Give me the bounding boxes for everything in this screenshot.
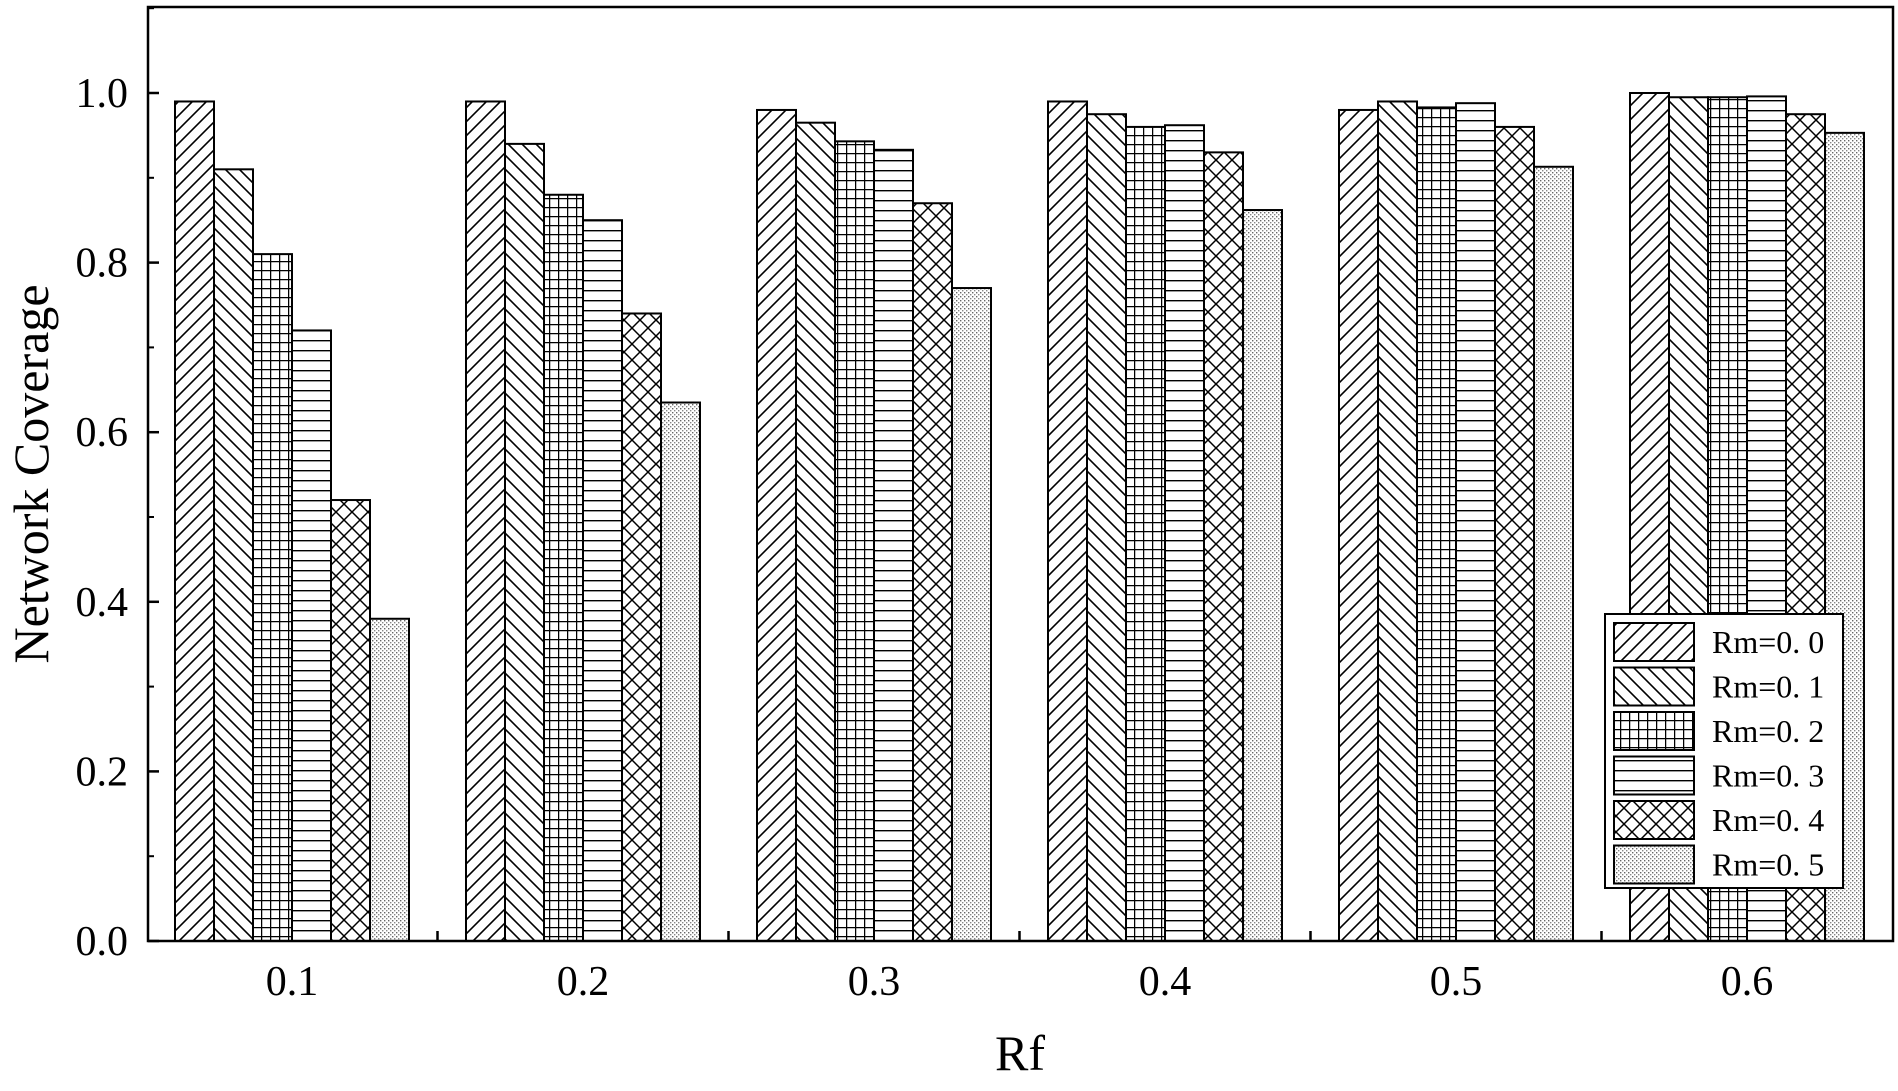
- bar-rf-0_3-series-2: [834, 140, 875, 942]
- bar-rf-0_4-series-1: [1086, 113, 1127, 942]
- legend-label: Rm=0. 0: [1712, 624, 1824, 660]
- legend-swatch: [1613, 844, 1695, 885]
- bar-rf-0_5-series-4: [1494, 125, 1535, 943]
- x-tick-label: 0.3: [848, 959, 901, 1005]
- bar-rf-0_3-series-5: [951, 287, 992, 943]
- bar-rf-0_2-series-2: [543, 193, 584, 942]
- bar-rf-0_2-series-0: [465, 100, 506, 943]
- y-tick-label: 0.4: [76, 580, 129, 626]
- bar-rf-0_2-series-4: [621, 312, 662, 943]
- bar-rf-0_3-series-4: [912, 202, 953, 943]
- legend-entries: Rm=0. 0 Rm=0. 1 Rm=0. 2 Rm=0. 3 Rm=0. 4 Rm=0.…: [1613, 622, 1824, 885]
- legend-label: Rm=0. 4: [1712, 802, 1824, 838]
- legend-label: Rm=0. 1: [1712, 669, 1824, 705]
- bar-rf-0_5-series-0: [1338, 108, 1379, 942]
- bar-rf-0_3-series-1: [795, 121, 836, 943]
- bar-rf-0_4-series-3: [1164, 124, 1205, 942]
- legend-label: Rm=0. 3: [1712, 758, 1824, 794]
- bar-rf-0_3-series-3: [873, 148, 914, 943]
- axes-layer: 0.0 0.2 0.4 0.6 0.8 1.0 0.1 0.2 0.3 0.4 0.5 0.6: [76, 7, 1774, 1005]
- x-tick-label: 0.1: [266, 959, 319, 1005]
- bar-rf-0_1-series-1: [213, 168, 254, 942]
- bar-rf-0_5-series-1: [1377, 100, 1418, 943]
- legend-swatch: [1613, 755, 1695, 796]
- y-tick-label: 1.0: [76, 71, 129, 117]
- bar-rf-0_4-series-5: [1242, 209, 1283, 943]
- bar-rf-0_2-series-5: [660, 401, 701, 942]
- legend-label: Rm=0. 5: [1712, 847, 1824, 883]
- legend-swatch: [1613, 800, 1695, 840]
- y-tick-label: 0.0: [76, 919, 129, 965]
- x-axis-title: Rf: [995, 1025, 1045, 1081]
- bar-rf-0_3-series-0: [756, 108, 797, 942]
- bar-rf-0_2-series-3: [582, 219, 623, 942]
- y-axis-title: Network Coverage: [3, 284, 59, 663]
- y-tick-label: 0.6: [76, 410, 129, 456]
- legend-label: Rm=0. 2: [1712, 713, 1824, 749]
- x-tick-label: 0.6: [1721, 959, 1774, 1005]
- legend: Rm=0. 0 Rm=0. 1 Rm=0. 2 Rm=0. 3 Rm=0. 4 Rm=0.…: [1604, 613, 1844, 889]
- x-tick-label: 0.2: [557, 959, 610, 1005]
- legend-swatch: [1613, 622, 1695, 662]
- y-tick-label: 0.8: [76, 241, 129, 287]
- bar-rf-0_2-series-1: [504, 142, 545, 942]
- bar-rf-0_1-series-0: [174, 100, 215, 943]
- bar-rf-0_1-series-4: [330, 499, 371, 942]
- bar-rf-0_4-series-0: [1047, 100, 1088, 943]
- x-tick-label: 0.5: [1430, 959, 1483, 1005]
- bar-rf-0_5-series-5: [1533, 165, 1574, 942]
- bar-rf-0_1-series-3: [291, 329, 332, 942]
- bar-rf-0_4-series-4: [1203, 151, 1244, 943]
- x-tick-label: 0.4: [1139, 959, 1192, 1005]
- legend-swatch: [1613, 711, 1695, 751]
- y-tick-label: 0.2: [76, 749, 129, 795]
- bar-rf-0_1-series-5: [369, 617, 410, 942]
- bar-rf-0_1-series-2: [252, 253, 293, 942]
- bar-rf-0_5-series-2: [1416, 106, 1457, 942]
- bar-rf-0_4-series-2: [1125, 125, 1166, 943]
- legend-swatch: [1613, 666, 1695, 707]
- bar-rf-0_5-series-3: [1455, 102, 1496, 942]
- bars-layer: [174, 92, 1865, 943]
